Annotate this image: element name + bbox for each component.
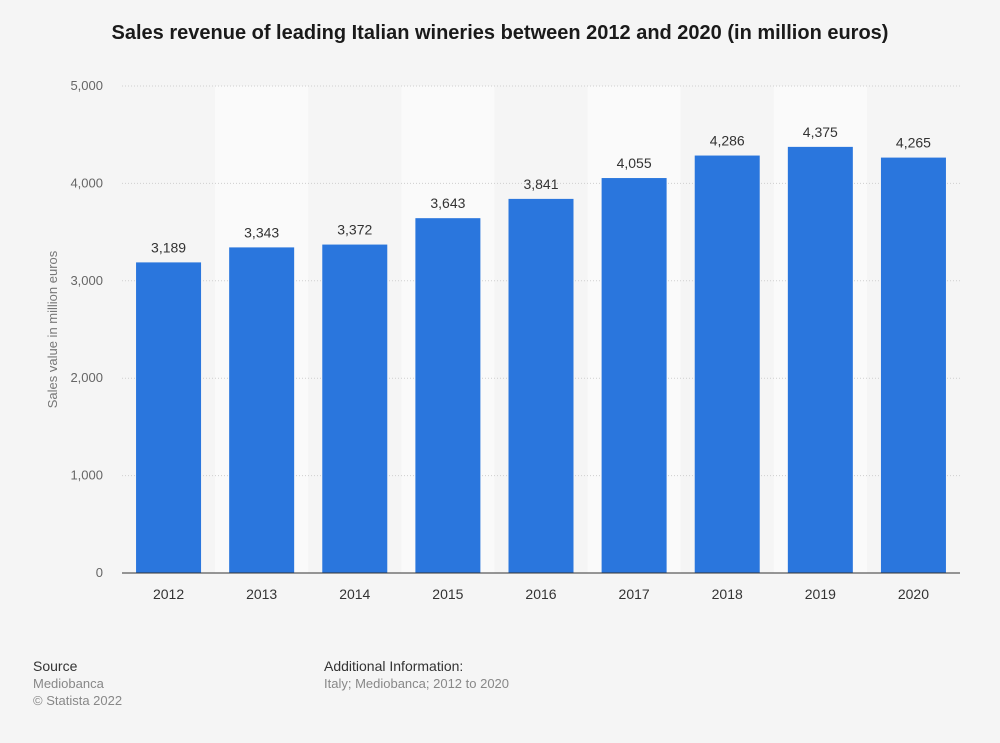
- x-tick-label: 2013: [246, 586, 277, 602]
- y-tick-label: 3,000: [70, 273, 103, 288]
- chart-title: Sales revenue of leading Italian winerie…: [111, 22, 889, 44]
- y-tick-label: 4,000: [70, 175, 103, 190]
- y-tick-label: 0: [96, 565, 103, 580]
- x-tick-label: 2017: [619, 586, 650, 602]
- bar: [694, 155, 760, 574]
- y-tick-label: 2,000: [70, 370, 103, 385]
- bar: [229, 247, 295, 574]
- source-block: Source Mediobanca © Statista 2022: [33, 658, 122, 709]
- y-tick-label: 1,000: [70, 468, 103, 483]
- x-tick-label: 2015: [432, 586, 463, 602]
- data-label: 3,343: [244, 224, 279, 240]
- data-label: 4,375: [803, 124, 838, 140]
- x-tick-label: 2020: [898, 586, 929, 602]
- data-label: 4,055: [617, 155, 652, 171]
- x-tick-label: 2014: [339, 586, 370, 602]
- source-heading: Source: [33, 658, 78, 674]
- data-label: 4,265: [896, 135, 931, 151]
- data-labels: 3,189 3,343 3,372 3,643 3,841 4,055 4,286 4,375…: [151, 124, 931, 256]
- source-line-publisher: Mediobanca: [33, 676, 104, 691]
- bar: [322, 244, 388, 573]
- y-axis-ticks: 0 1,000 2,000 3,000 4,000 5,000: [70, 78, 103, 580]
- bar: [136, 262, 202, 573]
- bar: [415, 218, 481, 573]
- bar: [880, 157, 946, 574]
- data-label: 3,841: [523, 176, 558, 192]
- y-tick-label: 5,000: [70, 78, 103, 93]
- bars: [136, 146, 946, 574]
- x-tick-label: 2012: [153, 586, 184, 602]
- x-axis-categories: 2012 2013 2014 2015 2016 2017 2018 2019 2020: [153, 586, 929, 602]
- source-line-copyright: © Statista 2022: [33, 693, 123, 708]
- additional-info-block: Additional Information: Italy; Mediobanc…: [324, 658, 509, 692]
- bar: [601, 178, 667, 573]
- bar: [508, 198, 574, 573]
- x-tick-label: 2019: [805, 586, 836, 602]
- additional-info-heading: Additional Information:: [324, 658, 464, 674]
- data-label: 3,643: [430, 195, 465, 211]
- y-axis-label: Sales value in million euros: [45, 250, 60, 408]
- x-tick-label: 2018: [712, 586, 743, 602]
- x-tick-label: 2016: [525, 586, 556, 602]
- bar: [787, 146, 853, 573]
- data-label: 3,189: [151, 239, 186, 255]
- additional-info-text: Italy; Mediobanca; 2012 to 2020: [324, 676, 510, 691]
- data-label: 3,372: [337, 222, 372, 238]
- data-label: 4,286: [710, 133, 745, 149]
